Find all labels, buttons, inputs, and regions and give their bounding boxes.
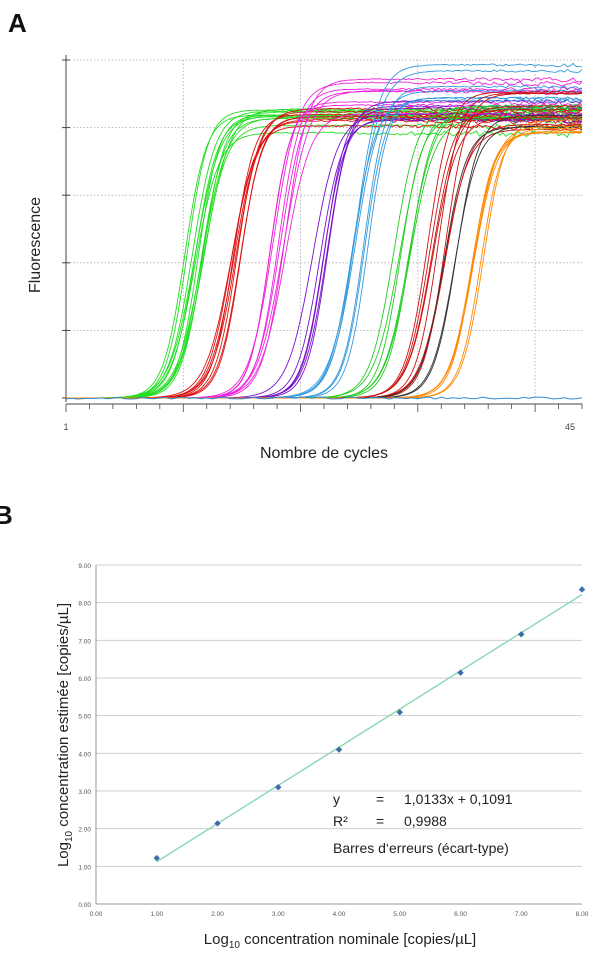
chart-b-x-tick-label: 6.00 (454, 911, 467, 918)
chart-b-y-axis-label-rest: concentration estimée [copies/µL] (55, 603, 72, 831)
chart-b-x-axis-label-sub: 10 (229, 940, 241, 951)
chart-b-y-tick-label: 6.00 (78, 676, 91, 683)
chart-b-x-axis-label-prefix: Log (204, 931, 229, 948)
chart-b-y-tick-label: 5.00 (78, 714, 91, 721)
chart-b-x-tick-label: 5.00 (393, 911, 406, 918)
eq-r2-value: 0,9988 (404, 813, 447, 829)
chart-b-grid (95, 564, 582, 905)
chart-b-data-point (396, 709, 403, 716)
amplification-chart: 1 45 Nombre de cycles Fluorescence (27, 55, 583, 462)
chart-b-points (153, 586, 586, 862)
chart-b-x-tick-label: 4.00 (333, 911, 346, 918)
eq-equals-2: = (376, 813, 384, 829)
chart-b-y-tick-label: 3.00 (78, 789, 91, 796)
chart-b-y-tick-label: 2.00 (78, 827, 91, 834)
chart-b-y-tick-label: 9.00 (78, 563, 91, 570)
error-bars-note: Barres d‘erreurs (écart-type) (333, 840, 509, 856)
chart-b-data-point (153, 854, 160, 862)
amplification-curve (66, 108, 583, 399)
chart-a-y-axis-label: Fluorescence (27, 197, 44, 293)
chart-b-y-tick-label: 4.00 (78, 751, 91, 758)
chart-a-axes (62, 55, 583, 412)
chart-b-y-axis-label: Log10 concentration estimée [copies/µL] (55, 603, 75, 867)
chart-b-x-axis-label-rest: concentration nominale [copies/µL] (240, 931, 476, 948)
eq-regression-value: 1,0133x + 0,1091 (404, 791, 513, 807)
chart-b-data-point (457, 669, 464, 676)
chart-b-fit-line (156, 593, 583, 863)
chart-a-x-tick-last: 45 (565, 422, 575, 432)
chart-b-y-axis-label-prefix: Log (55, 842, 72, 867)
chart-b-data-point (214, 820, 221, 827)
eq-y-symbol: y (333, 791, 340, 807)
baseline-curve (65, 396, 583, 400)
panel-a-letter: A (8, 8, 27, 38)
chart-b-data-point (275, 784, 282, 791)
amplification-curve (66, 130, 583, 399)
chart-b-x-tick-label: 1.00 (150, 911, 163, 918)
chart-b-x-axis-label: Log10 concentration nominale [copies/µL] (204, 931, 476, 951)
chart-a-x-axis-label: Nombre de cycles (260, 445, 388, 462)
eq-r2-label: R² (333, 813, 348, 829)
chart-b-data-point (335, 746, 343, 753)
amplification-curve (66, 122, 583, 399)
chart-b-data-point (578, 586, 586, 593)
chart-b-y-tick-label: 0.00 (78, 902, 91, 909)
chart-a-x-tick-first: 1 (63, 422, 68, 432)
chart-b-y-tick-label: 1.00 (78, 864, 91, 871)
chart-b-y-tick-label: 8.00 (78, 601, 91, 608)
chart-b-data-point (518, 631, 525, 638)
chart-b-x-tick-label: 0.00 (90, 911, 103, 918)
chart-b-y-tick-label: 7.00 (78, 638, 91, 645)
chart-b-x-tick-label: 8.00 (576, 911, 589, 918)
chart-b-x-tick-label: 3.00 (272, 911, 285, 918)
eq-equals-1: = (376, 791, 384, 807)
chart-b-tick-labels: 0.00 1.00 2.00 3.00 4.00 5.00 6.00 7.00 8.00 9.00… (78, 563, 588, 918)
chart-a-curves (65, 62, 583, 400)
chart-b-y-axis-label-sub: 10 (64, 830, 75, 842)
panel-b-letter: B (0, 500, 13, 530)
chart-b-x-tick-label: 7.00 (515, 911, 528, 918)
chart-b-x-tick-label: 2.00 (211, 911, 224, 918)
